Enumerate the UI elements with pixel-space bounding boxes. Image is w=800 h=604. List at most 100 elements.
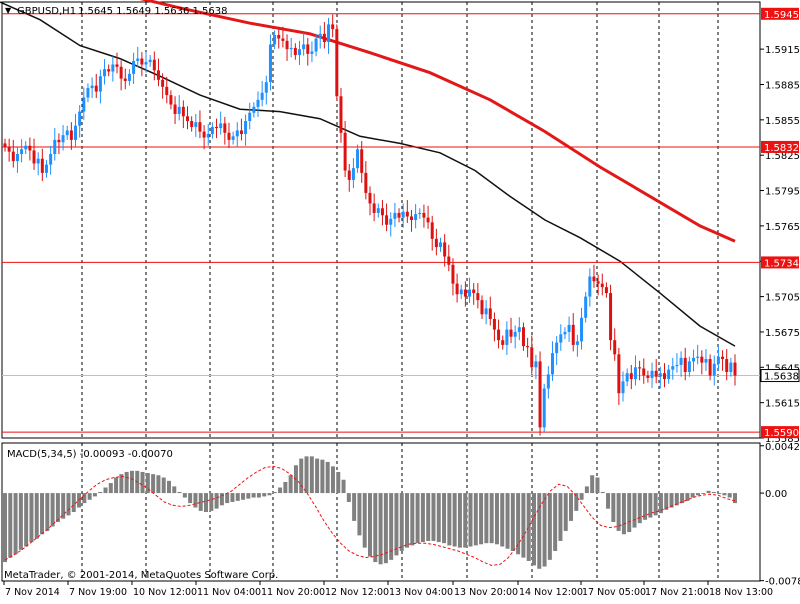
macd-bar: [24, 493, 29, 547]
macd-bar: [426, 493, 431, 541]
candle-body: [156, 70, 160, 80]
macd-bar: [262, 493, 267, 497]
x-tick-label: 17 Nov 05:00: [582, 587, 646, 598]
candle-body: [339, 96, 343, 133]
macd-bar: [658, 493, 663, 514]
macd-subwindow-frame: [1, 442, 761, 582]
macd-bar: [341, 479, 346, 494]
macd-bar: [463, 493, 468, 548]
candles: [3, 14, 737, 436]
macd-bar: [3, 493, 7, 563]
macd-bar: [256, 493, 261, 498]
macd-bar: [521, 493, 526, 558]
macd-bar: [182, 493, 187, 498]
candle-body: [356, 149, 360, 169]
candle-body: [65, 130, 69, 136]
candle-body: [260, 92, 264, 100]
macd-bar: [685, 493, 690, 501]
candle-body: [111, 64, 115, 72]
candle-body: [273, 34, 277, 45]
candle-body: [463, 289, 467, 297]
macd-bar: [188, 493, 193, 504]
macd-bar: [415, 493, 420, 544]
candle-body: [393, 212, 397, 219]
candle-body: [447, 256, 451, 265]
price-level-tag-label: 1.5734: [764, 258, 799, 269]
price-level-tag: [761, 140, 799, 153]
ma-fast-black-line: [0, 1, 736, 347]
candle-body: [472, 289, 476, 294]
candle-body: [206, 133, 210, 138]
candle-body: [244, 121, 248, 134]
macd-bar: [500, 493, 505, 547]
candle-body: [534, 361, 538, 368]
macd-bar: [45, 493, 50, 531]
macd-y-tick-label: 0.00425: [765, 442, 800, 453]
moving-averages: [0, 0, 736, 347]
y-tick-label: 1.5675: [765, 328, 800, 339]
macd-bar: [632, 493, 637, 528]
macd-bar: [166, 480, 171, 494]
candle-body: [335, 29, 339, 97]
candle-body: [712, 363, 716, 376]
candle-body: [281, 38, 285, 41]
macd-bar: [40, 493, 45, 535]
macd-bar: [283, 481, 288, 494]
candle-body: [397, 212, 401, 218]
dropdown-arrow-icon[interactable]: ▼: [5, 6, 12, 15]
x-tick-label: 13 Nov 04:00: [389, 587, 453, 598]
candle-body: [584, 296, 588, 318]
macd-bar: [442, 493, 447, 544]
candle-body: [177, 106, 181, 114]
macd-bar: [325, 461, 330, 494]
symbol-label: GBPUSD,H1: [17, 6, 76, 17]
macd-bar: [209, 493, 214, 511]
price-levels[interactable]: [2, 13, 760, 433]
candle-body: [521, 327, 525, 347]
candle-body: [401, 211, 405, 218]
price-level-tag: [761, 426, 799, 439]
candle-body: [443, 242, 447, 257]
macd-bar: [346, 493, 351, 502]
candle-body: [517, 327, 521, 332]
macd-bar: [368, 493, 372, 557]
candle-body: [633, 367, 637, 380]
macd-bar: [129, 470, 134, 494]
x-tick-label: 7 Nov 19:00: [69, 587, 127, 598]
macd-bar: [680, 493, 685, 504]
candle-body: [501, 340, 505, 345]
candle-body: [219, 123, 223, 129]
candle-body: [721, 356, 725, 360]
macd-bar: [674, 493, 679, 506]
candle-body: [235, 130, 239, 137]
candle-body: [604, 287, 608, 294]
candle-body: [331, 24, 335, 30]
macd-bar: [140, 471, 145, 494]
candle-body: [679, 357, 683, 365]
y-tick-label: 1.5825: [765, 151, 800, 162]
candle-body: [692, 357, 696, 362]
macd-bar: [98, 491, 103, 494]
candle-body: [314, 38, 318, 52]
candle-body: [256, 99, 260, 107]
candle-body: [136, 58, 140, 61]
x-tick-label: 7 Nov 2014: [5, 587, 60, 598]
macd-bar: [87, 493, 92, 500]
macd-bar: [288, 475, 293, 494]
candle-body: [700, 356, 704, 363]
macd-bar: [479, 493, 484, 545]
candle-body: [347, 170, 351, 180]
candle-body: [451, 264, 455, 284]
macd-bar: [553, 493, 558, 551]
macd-bar: [193, 493, 198, 508]
candle-body: [708, 359, 712, 376]
candle-body: [733, 362, 737, 376]
macd-bar: [574, 493, 579, 511]
macd-bar: [537, 493, 542, 569]
candle-body: [368, 192, 372, 204]
macd-bar: [717, 493, 722, 495]
candle-body: [646, 375, 650, 378]
candle-body: [90, 85, 94, 89]
